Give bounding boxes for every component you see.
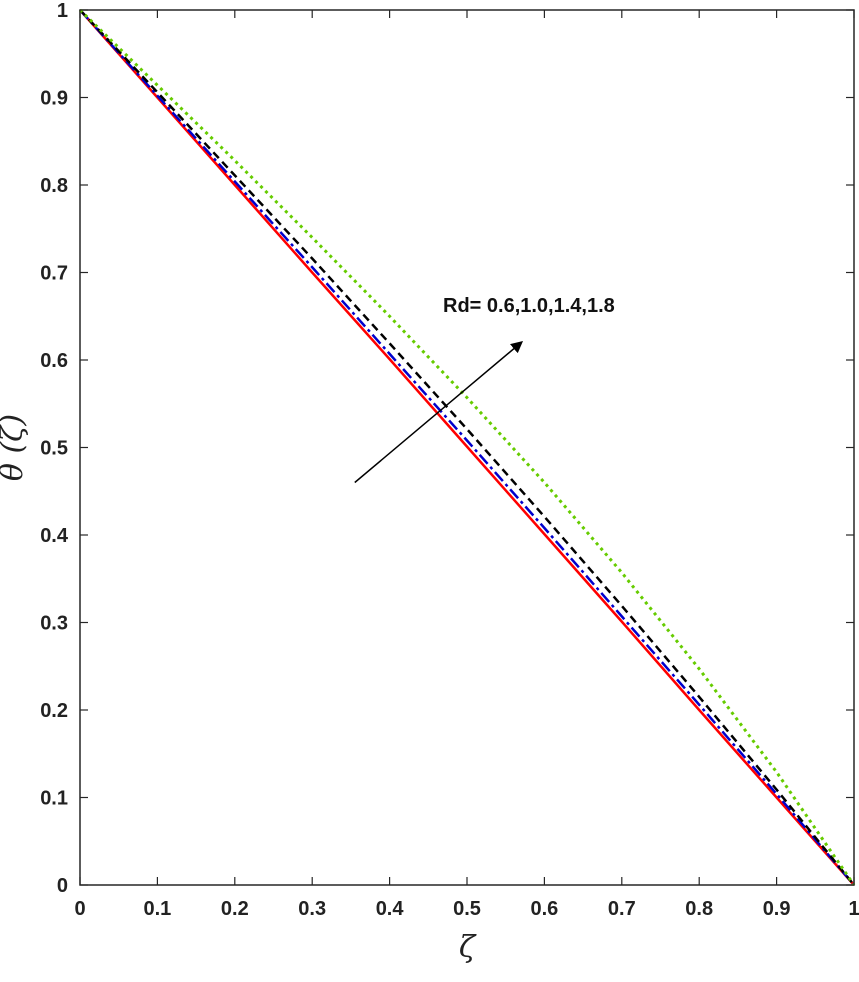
y-tick-label: 1: [57, 0, 68, 22]
annotation-text: Rd= 0.6,1.0,1.4,1.8: [443, 295, 615, 317]
x-tick-label: 0.5: [453, 898, 481, 920]
x-tick-label: 0.2: [221, 898, 249, 920]
y-tick-label: 0.1: [40, 788, 68, 810]
y-tick-label: 0.7: [40, 263, 68, 285]
y-tick-label: 0.9: [40, 88, 68, 110]
x-tick-label: 0.3: [298, 898, 326, 920]
series-layer: [78, 8, 856, 886]
series-line-4: [78, 8, 856, 886]
annotation-arrow: [354, 340, 524, 484]
x-axis-label: ζ: [459, 930, 477, 965]
series-line-1: [79, 9, 855, 886]
x-tick-label: 0: [74, 898, 85, 920]
y-tick-label: 0.5: [40, 438, 68, 460]
series-line-2: [79, 9, 855, 886]
x-tick-label: 0.4: [376, 898, 405, 920]
series-line-3: [79, 9, 855, 886]
x-tick-label: 0.1: [143, 898, 171, 920]
x-tick-label: 0.6: [530, 898, 558, 920]
y-tick-label: 0.8: [40, 175, 68, 197]
x-tick-label: 0.8: [685, 898, 713, 920]
x-tick-label: 0.9: [763, 898, 791, 920]
y-axis-label: θ (ζ): [0, 414, 30, 481]
x-tick-label: 0.7: [608, 898, 636, 920]
y-tick-label: 0.6: [40, 350, 68, 372]
y-tick-label: 0: [57, 875, 68, 897]
y-tick-label: 0.2: [40, 700, 68, 722]
annotation-layer: Rd= 0.6,1.0,1.4,1.8: [354, 295, 615, 484]
x-tick-label: 1: [848, 898, 859, 920]
y-tick-label: 0.4: [40, 525, 69, 547]
y-tick-label: 0.3: [40, 613, 68, 635]
